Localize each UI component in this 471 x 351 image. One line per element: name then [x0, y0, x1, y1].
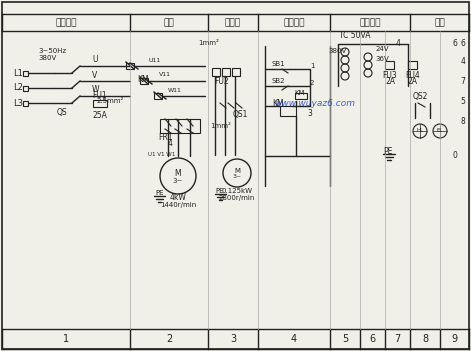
Bar — [23, 71, 28, 76]
Text: 1: 1 — [63, 334, 69, 344]
Bar — [126, 63, 134, 69]
Text: 4: 4 — [168, 139, 172, 147]
Bar — [232, 68, 240, 76]
Text: 2A: 2A — [408, 78, 418, 86]
Bar — [280, 106, 296, 116]
Text: 电源开关: 电源开关 — [55, 18, 77, 27]
Text: FU3: FU3 — [382, 72, 398, 80]
Text: QS1: QS1 — [232, 110, 248, 119]
Text: 9: 9 — [451, 334, 457, 344]
Bar — [160, 119, 200, 133]
Text: L3: L3 — [13, 99, 23, 107]
Text: 1mm²: 1mm² — [210, 123, 231, 129]
Text: 3: 3 — [308, 108, 312, 118]
Text: 7: 7 — [461, 77, 465, 86]
Text: QS2: QS2 — [412, 92, 428, 100]
Text: 2800r/min: 2800r/min — [219, 195, 255, 201]
Text: 380V: 380V — [38, 55, 56, 61]
Text: 控制线路: 控制线路 — [283, 18, 305, 27]
Bar — [23, 86, 28, 91]
Text: 3~: 3~ — [173, 178, 183, 184]
Bar — [212, 68, 220, 76]
Text: 6: 6 — [453, 39, 457, 47]
Text: 380V: 380V — [329, 48, 347, 54]
Text: V: V — [92, 71, 97, 79]
Text: 0.125kW: 0.125kW — [221, 188, 252, 194]
Text: PE: PE — [216, 188, 224, 194]
Text: 7: 7 — [394, 334, 401, 344]
Text: KM: KM — [295, 90, 305, 96]
Text: HL: HL — [416, 128, 423, 133]
Text: V11: V11 — [159, 73, 171, 78]
Text: 3~: 3~ — [232, 174, 242, 179]
Text: 1mm²: 1mm² — [198, 40, 219, 46]
Text: 4: 4 — [291, 334, 297, 344]
Text: FU4: FU4 — [406, 72, 421, 80]
Text: www.wuyaz6.com: www.wuyaz6.com — [275, 99, 356, 107]
Text: QS: QS — [57, 108, 67, 118]
Text: 电源指示: 电源指示 — [359, 18, 381, 27]
Text: KM: KM — [137, 75, 149, 85]
Text: PE: PE — [156, 190, 164, 196]
Text: U11: U11 — [149, 58, 161, 62]
Bar — [222, 68, 230, 76]
Bar — [93, 100, 107, 107]
Text: W11: W11 — [168, 87, 182, 93]
Text: 8: 8 — [461, 117, 465, 126]
Text: TC 50VA: TC 50VA — [339, 31, 371, 40]
Text: 2.5mm²: 2.5mm² — [96, 98, 124, 104]
Text: SB1: SB1 — [271, 61, 285, 67]
Text: 4: 4 — [396, 39, 400, 47]
Text: PE: PE — [383, 146, 393, 155]
Text: 冷却泵: 冷却泵 — [225, 18, 241, 27]
Text: 3: 3 — [230, 334, 236, 344]
Text: 1: 1 — [310, 63, 314, 69]
Text: 6: 6 — [369, 334, 375, 344]
Text: FU1: FU1 — [93, 92, 107, 100]
Text: 25A: 25A — [93, 111, 107, 119]
Text: 2A: 2A — [385, 78, 395, 86]
Text: U1 V1 W1: U1 V1 W1 — [148, 152, 176, 158]
Text: L2: L2 — [13, 84, 23, 93]
Text: 2: 2 — [310, 80, 314, 86]
Text: EL: EL — [437, 128, 443, 133]
Bar — [140, 78, 148, 84]
Text: 8: 8 — [422, 334, 428, 344]
Text: 照明: 照明 — [434, 18, 445, 27]
Bar — [23, 101, 28, 106]
Text: W: W — [92, 86, 99, 94]
Text: 0: 0 — [453, 152, 457, 160]
Text: 主轴: 主轴 — [163, 18, 174, 27]
Text: KM: KM — [272, 99, 284, 107]
Text: 1440r/min: 1440r/min — [160, 202, 196, 208]
Bar — [385, 61, 394, 69]
Text: 36V: 36V — [375, 56, 389, 62]
Text: FR1: FR1 — [158, 133, 172, 143]
Text: 5: 5 — [461, 97, 465, 106]
Text: FU2: FU2 — [215, 77, 229, 86]
Text: 5: 5 — [342, 334, 348, 344]
Text: 3~50Hz: 3~50Hz — [38, 48, 66, 54]
Bar — [154, 93, 162, 99]
Text: M: M — [175, 170, 181, 179]
Text: M: M — [234, 168, 240, 174]
Bar — [295, 93, 307, 99]
Text: 4kW: 4kW — [170, 193, 187, 203]
Text: 4: 4 — [461, 57, 465, 66]
Text: 6: 6 — [461, 40, 465, 48]
Bar — [408, 61, 417, 69]
Text: 2: 2 — [166, 334, 172, 344]
Text: U: U — [92, 55, 97, 65]
Text: SB2: SB2 — [271, 78, 285, 84]
Text: L1: L1 — [13, 68, 23, 78]
Text: 24V: 24V — [375, 46, 389, 52]
